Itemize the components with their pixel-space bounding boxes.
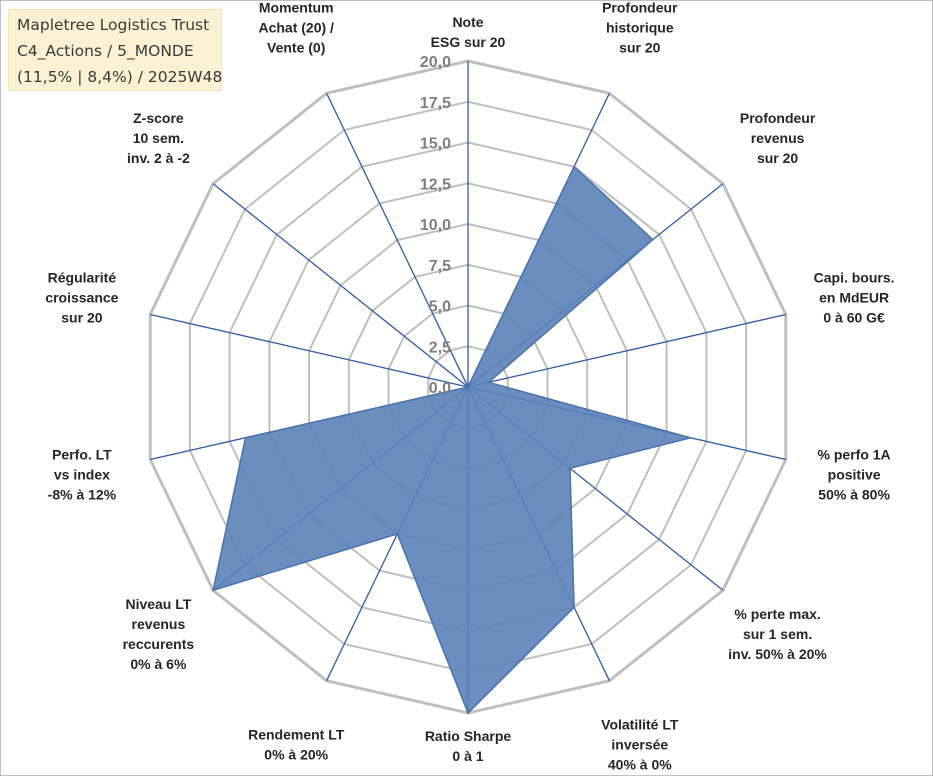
- axis-label-line: sur 1 sem.: [743, 626, 812, 642]
- axis-label-line: 0% à 6%: [130, 656, 187, 672]
- series-point: [487, 381, 490, 384]
- tick-label: 0,0: [429, 380, 451, 397]
- axis-label-line: Z-score: [133, 110, 184, 126]
- series-point: [652, 238, 654, 241]
- axis-label-line: Rendement LT: [248, 727, 345, 743]
- axis-label-line: Perfo. LT: [52, 447, 112, 463]
- axis-label-line: Volatilité LT: [601, 717, 679, 733]
- axis-label: % perte max. sur 1 sem. inv. 50% à 20%: [728, 606, 827, 662]
- axis-label: % perfo 1A positive 50% à 80%: [818, 447, 891, 503]
- radar-tick-labels: 0,0 2,5 5,0 7,5 10,0 12,5 15,0 17,5 20,0: [420, 54, 451, 397]
- series-point: [467, 712, 469, 714]
- axis-label: Profondeur historique sur 20: [602, 0, 678, 55]
- axis-label: Z-score 10 sem. inv. 2 à -2: [127, 110, 190, 166]
- tick-label: 5,0: [429, 299, 451, 316]
- axis-label-line: Ratio Sharpe: [425, 728, 512, 744]
- axis-label-line: croissance: [45, 289, 118, 305]
- axis-label: Niveau LT revenus reccurents 0% à 6%: [123, 596, 195, 672]
- axis-label-line: % perfo 1A: [818, 447, 891, 463]
- tick-label: 7,5: [429, 258, 451, 275]
- axis-label-line: -8% à 12%: [48, 487, 117, 503]
- tick-label: 2,5: [429, 339, 451, 356]
- axis-label: Régularité croissance sur 20: [45, 269, 118, 325]
- tick-label: 12,5: [420, 176, 451, 193]
- axis-label-line: Régularité: [48, 269, 117, 285]
- axis-spoke: [150, 313, 469, 388]
- series-point: [467, 386, 469, 388]
- axis-label: Capi. bours. en MdEUR 0 à 60 G€: [814, 269, 895, 325]
- axis-label-line: sur 20: [61, 309, 102, 325]
- axis-label-line: revenus: [751, 130, 805, 146]
- series-point: [244, 437, 247, 439]
- axis-label-line: 0 à 1: [452, 748, 483, 764]
- radar-series: [212, 165, 694, 715]
- series-point: [569, 467, 571, 470]
- chart-title-box: Mapletree Logistics Trust C4_Actions / 5…: [8, 9, 222, 91]
- axis-label-line: sur 20: [757, 150, 798, 166]
- axis-label-line: reccurents: [123, 636, 195, 652]
- tick-label: 10,0: [420, 217, 451, 234]
- axis-label-line: % perte max.: [734, 606, 820, 622]
- series-point: [435, 320, 438, 322]
- axis-label-line: positive: [828, 467, 881, 483]
- axis-label: Profondeur revenus sur 20: [740, 110, 816, 166]
- axis-label-line: Note: [452, 14, 483, 30]
- axis-label-line: Profondeur: [740, 110, 816, 126]
- axis-label-line: inversée: [611, 737, 668, 753]
- axis-label-line: 40% à 0%: [608, 757, 672, 773]
- tick-label: 17,5: [420, 95, 451, 112]
- series-area: [212, 165, 694, 715]
- tick-label: 20,0: [420, 54, 451, 71]
- series-point: [573, 165, 575, 168]
- axis-label-line: ESG sur 20: [431, 34, 506, 50]
- axis-label: Volatilité LT inversée 40% à 0%: [601, 717, 679, 773]
- axis-label-line: 50% à 80%: [818, 487, 890, 503]
- axis-label-line: inv. 50% à 20%: [728, 646, 827, 662]
- axis-label-line: Capi. bours.: [814, 269, 895, 285]
- axis-spoke: [467, 313, 786, 388]
- axis-label-line: historique: [606, 19, 674, 35]
- axis-label-line: en MdEUR: [819, 289, 889, 305]
- axis-label: Rendement LT 0% à 20%: [248, 727, 345, 763]
- title-line-2: C4_Actions / 5_MONDE: [17, 42, 194, 60]
- title-line-1: Mapletree Logistics Trust: [17, 16, 210, 34]
- axis-label: Note ESG sur 20: [431, 14, 506, 50]
- axis-label-line: vs index: [54, 467, 110, 483]
- axis-label-line: Profondeur: [602, 0, 678, 15]
- axis-label-line: Vente (0): [267, 39, 325, 55]
- axis-label-line: Achat (20) /: [258, 19, 334, 35]
- axis-spoke: [212, 183, 469, 388]
- axis-label-line: 0% à 20%: [264, 747, 328, 763]
- axis-label-line: sur 20: [619, 39, 660, 55]
- axis-label: Momentum Achat (20) / Vente (0): [258, 0, 334, 55]
- series-point: [212, 589, 214, 592]
- radar-axis-labels: Note ESG sur 20 Profondeur historique sur 20…: [45, 0, 894, 773]
- axis-label: Perfo. LT vs index -8% à 12%: [48, 447, 117, 503]
- axis-label-line: Niveau LT: [125, 596, 191, 612]
- axis-label-line: inv. 2 à -2: [127, 150, 190, 166]
- title-line-3: (11,5% | 8,4%) / 2025W48: [17, 68, 223, 86]
- axis-label-line: 10 sem.: [133, 130, 184, 146]
- axis-label-line: revenus: [132, 616, 186, 632]
- tick-label: 15,0: [420, 136, 451, 153]
- axis-label: Ratio Sharpe 0 à 1: [425, 728, 512, 764]
- series-point: [573, 606, 575, 609]
- series-point: [689, 437, 692, 439]
- axis-label-line: Momentum: [259, 0, 334, 15]
- series-point: [396, 533, 399, 535]
- axis-label-line: 0 à 60 G€: [823, 309, 885, 325]
